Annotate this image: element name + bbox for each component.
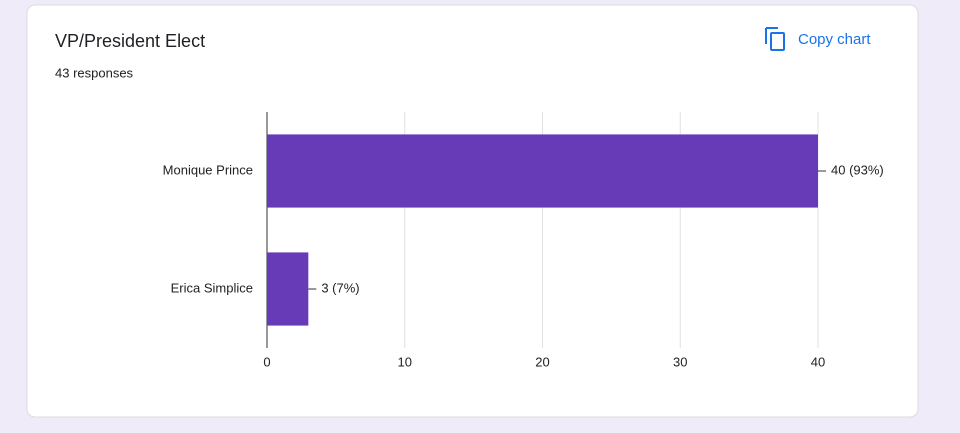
y-tick-label: Monique Prince xyxy=(163,162,253,177)
copy-icon xyxy=(765,27,785,51)
x-tick-label: 40 xyxy=(811,354,825,369)
x-tick-label: 20 xyxy=(535,354,549,369)
x-tick-label: 30 xyxy=(673,354,687,369)
bar xyxy=(267,134,818,208)
x-tick-label: 10 xyxy=(398,354,412,369)
bar xyxy=(267,252,309,326)
x-tick-label: 0 xyxy=(263,354,270,369)
copy-chart-button[interactable]: Copy chart xyxy=(765,27,871,51)
value-label: 3 (7%) xyxy=(321,280,359,295)
chart-title: VP/President Elect xyxy=(55,31,205,51)
response-count: 43 responses xyxy=(55,65,134,80)
copy-chart-label[interactable]: Copy chart xyxy=(798,31,871,48)
card xyxy=(26,4,919,418)
y-tick-label: Erica Simplice xyxy=(171,280,253,295)
value-label: 40 (93%) xyxy=(831,162,884,177)
